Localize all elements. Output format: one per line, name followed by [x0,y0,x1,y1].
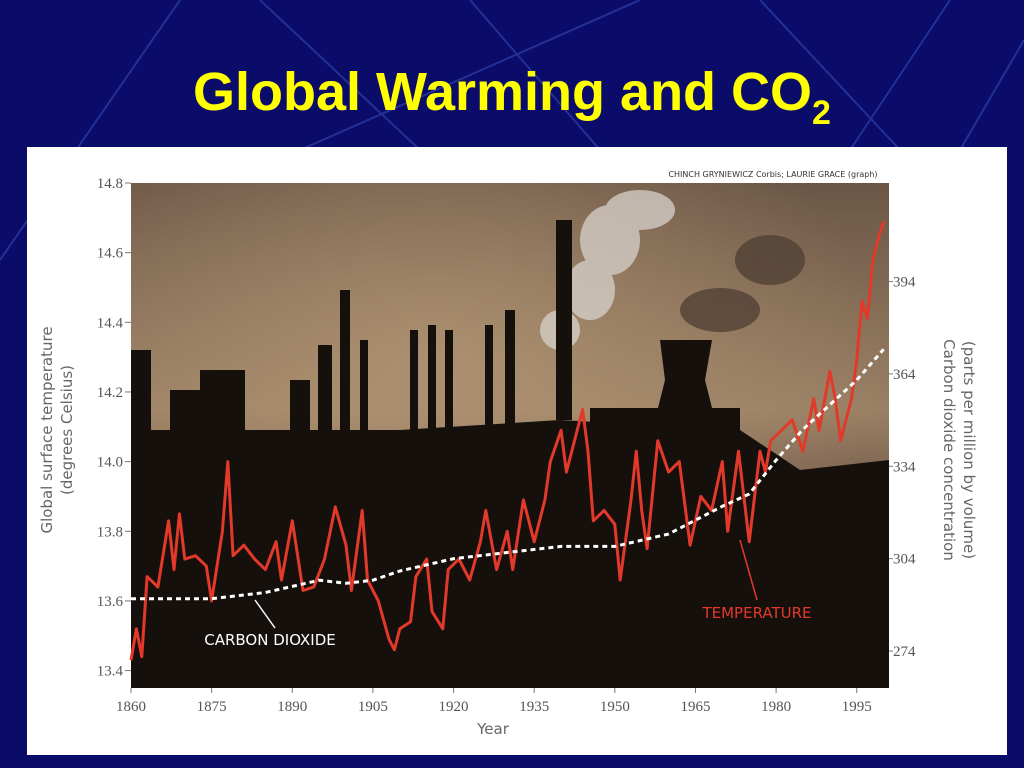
title-subscript: 2 [812,94,831,132]
y2-tick-label: 394 [893,275,916,291]
annotation-leader [254,599,276,629]
series-line [129,220,886,661]
y2-tick-label: 334 [893,459,916,475]
annotation-leader [739,539,758,601]
y-tick-label: 14.8 [97,176,123,192]
x-tick-label: 1980 [761,699,791,715]
x-tick-label: 1935 [519,699,549,715]
credit: CHINCH GRYNIEWICZ Corbis; LAURIE GRACE (… [668,170,877,179]
y-tick-label: 13.6 [97,594,124,610]
x-tick-label: 1995 [842,699,872,715]
x-tick-label: 1890 [277,699,307,715]
y-tick-label: 14.0 [97,455,123,471]
background-lines [0,0,1024,261]
y2-axis-label: (parts per million by volume) [960,341,978,559]
series-line [131,348,885,601]
y-tick-label: 14.2 [97,385,123,401]
title-text: Global Warming and CO [193,62,812,122]
y2-tick-label: 274 [893,644,916,660]
y2-axis-label: Carbon dioxide concentration [940,339,958,561]
y2-tick-label: 364 [893,367,916,383]
y-tick-label: 14.4 [97,315,124,331]
x-tick-label: 1860 [116,699,146,715]
x-tick-label: 1965 [680,699,710,715]
x-axis-label: Year [476,720,510,738]
y-tick-label: 13.8 [97,524,123,540]
x-tick-label: 1950 [600,699,630,715]
slide-title: Global Warming and CO2 [193,62,831,132]
x-tick-label: 1920 [439,699,469,715]
y-axis-label: (degrees Celsius) [58,365,76,495]
y2-tick-label: 304 [893,552,916,568]
y-tick-label: 14.6 [97,246,124,262]
series-label: CARBON DIOXIDE [204,631,336,649]
x-tick-label: 1905 [358,699,388,715]
x-tick-label: 1875 [197,699,227,715]
series-label: TEMPERATURE [701,604,811,622]
y-axis-label: Global surface temperature [38,326,56,533]
y-tick-label: 13.4 [97,664,124,680]
